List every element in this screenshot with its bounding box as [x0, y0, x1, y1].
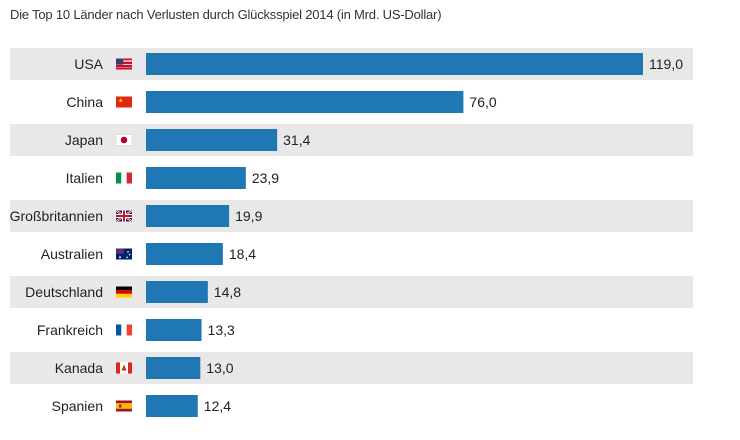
country-label: Großbritannien — [10, 208, 103, 224]
row-band — [10, 276, 693, 308]
ca-flag-icon — [116, 362, 132, 374]
row-band — [10, 200, 693, 232]
bar — [146, 357, 201, 379]
country-label: USA — [74, 56, 103, 72]
bar-row: USA 119,0 — [10, 48, 693, 80]
gb-flag-icon — [115, 209, 133, 223]
value-label: 19,9 — [235, 208, 262, 224]
it-flag-icon — [116, 172, 132, 184]
value-label: 31,4 — [283, 132, 310, 148]
bar — [146, 281, 208, 303]
country-label: Spanien — [52, 398, 103, 414]
value-label: 13,3 — [208, 322, 235, 338]
bar-row: Deutschland 14,8 — [10, 276, 693, 308]
value-label: 76,0 — [469, 94, 496, 110]
bar — [146, 395, 198, 417]
bar — [146, 91, 464, 113]
bar-row: Großbritannien 19,9 — [10, 200, 693, 232]
country-label: China — [66, 94, 103, 110]
value-label: 12,4 — [204, 398, 231, 414]
country-label: Italien — [66, 170, 103, 186]
bar-row: Japan 31,4 — [10, 124, 693, 156]
bar-row: Frankreich 13,3 — [37, 319, 235, 341]
bar-row: Spanien 12,4 — [52, 395, 231, 417]
bar-row: Italien 23,9 — [66, 167, 279, 189]
bar-row: Australien 18,4 — [41, 243, 256, 265]
row-band — [10, 352, 693, 384]
bar — [146, 53, 643, 75]
country-label: Australien — [41, 246, 103, 262]
country-label: Deutschland — [25, 284, 103, 300]
row-band — [10, 124, 693, 156]
bar-row: China ★ 76,0 — [66, 91, 497, 113]
au-flag-icon — [116, 248, 132, 260]
bar — [146, 243, 223, 265]
bar — [146, 129, 278, 151]
value-label: 119,0 — [649, 56, 683, 72]
chart-title: Die Top 10 Länder nach Verlusten durch G… — [10, 7, 442, 22]
bar — [146, 319, 202, 341]
bar — [146, 167, 246, 189]
country-label: Kanada — [55, 360, 103, 376]
es-flag-icon — [116, 400, 132, 412]
fr-flag-icon — [116, 324, 132, 336]
country-label: Frankreich — [37, 322, 103, 338]
us-flag-icon — [116, 58, 132, 70]
value-label: 18,4 — [229, 246, 256, 262]
value-label: 23,9 — [252, 170, 279, 186]
country-label: Japan — [65, 132, 103, 148]
jp-flag-icon — [115, 134, 133, 146]
bar — [146, 205, 230, 227]
de-flag-icon — [116, 286, 132, 298]
value-label: 14,8 — [214, 284, 241, 300]
bar-row: Kanada 13,0 — [10, 352, 693, 384]
value-label: 13,0 — [206, 360, 233, 376]
cn-flag-icon: ★ — [116, 96, 132, 108]
svg-text:★: ★ — [118, 98, 123, 105]
